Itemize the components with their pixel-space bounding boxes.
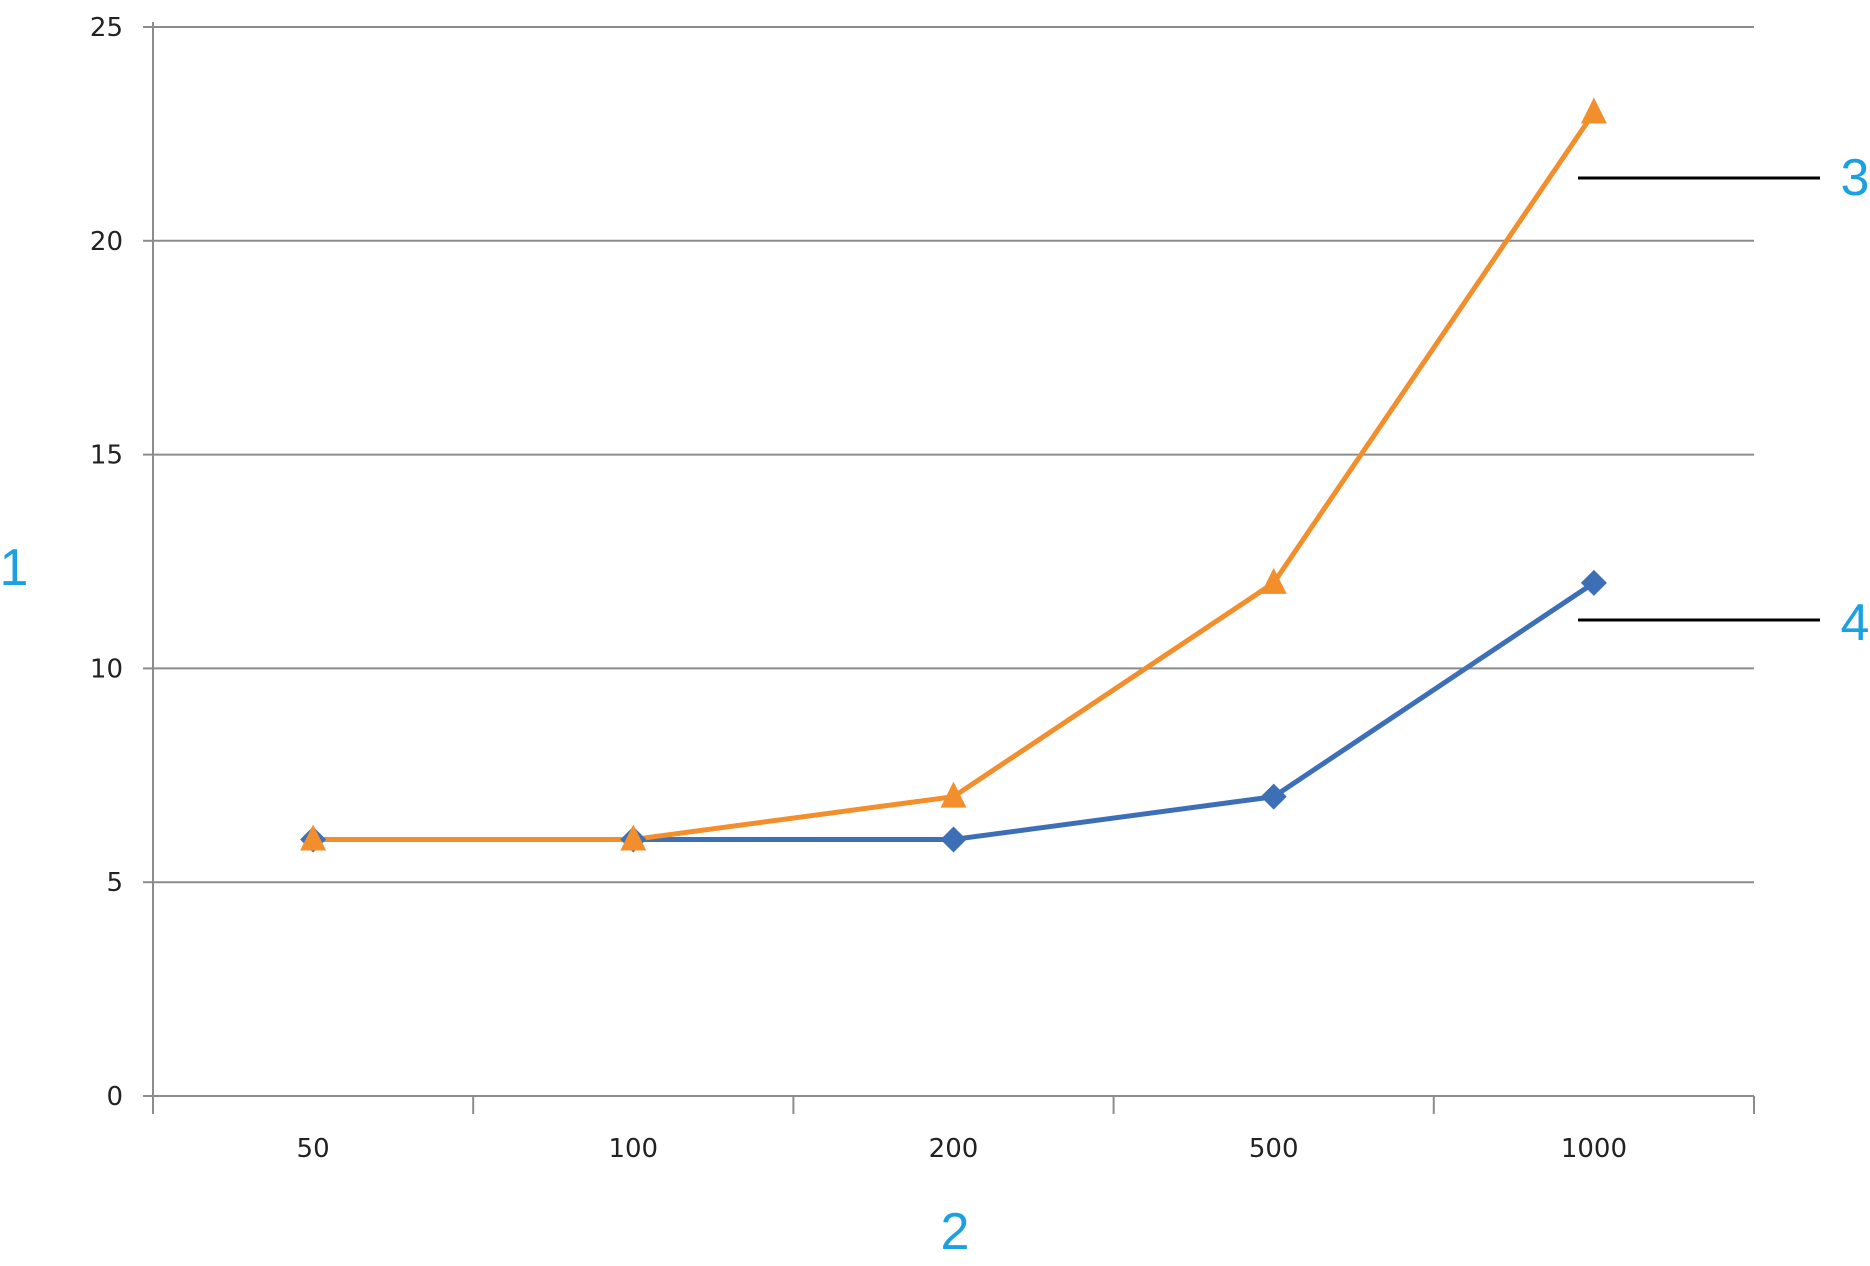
- axes: [143, 22, 1755, 1114]
- y-tick-labels: 0 5 10 15 20 25: [90, 13, 123, 1112]
- series-line-1: [313, 111, 1596, 842]
- y-axis-callout-label: 1: [0, 539, 28, 597]
- series-2-marker-200: [940, 826, 967, 853]
- y-tick-label-20: 20: [90, 227, 123, 257]
- x-tick-label-500: 500: [1249, 1134, 1299, 1164]
- upper-series-callout-label: 3: [1841, 149, 1870, 207]
- y-tick-label-10: 10: [90, 654, 123, 684]
- y-tick-label-5: 5: [106, 868, 123, 898]
- lower-series-callout-label: 4: [1841, 594, 1870, 652]
- series-lines: [313, 111, 1596, 842]
- series-1-marker-1000: [1580, 97, 1607, 124]
- series-1-marker-100: [620, 824, 647, 851]
- x-tick-label-100: 100: [608, 1134, 658, 1164]
- x-tick-label-50: 50: [297, 1134, 330, 1164]
- y-tick-label-15: 15: [90, 441, 123, 471]
- series-2-marker-1000: [1580, 569, 1607, 596]
- y-tick-label-0: 0: [106, 1082, 123, 1112]
- series-1-marker-200: [940, 781, 967, 808]
- series-2-marker-500: [1260, 783, 1287, 810]
- series-1-marker-50: [300, 824, 327, 851]
- x-tick-label-1000: 1000: [1561, 1134, 1627, 1164]
- series-markers: [300, 97, 1607, 853]
- series-1-marker-500: [1260, 567, 1287, 594]
- x-tick-label-200: 200: [929, 1134, 979, 1164]
- callouts: 1 2 3 4: [0, 149, 1869, 1261]
- x-tick-labels: 50 100 200 500 1000: [297, 1134, 1627, 1164]
- gridlines: [153, 26, 1754, 884]
- y-tick-label-25: 25: [90, 13, 123, 43]
- x-axis-callout-label: 2: [941, 1203, 970, 1261]
